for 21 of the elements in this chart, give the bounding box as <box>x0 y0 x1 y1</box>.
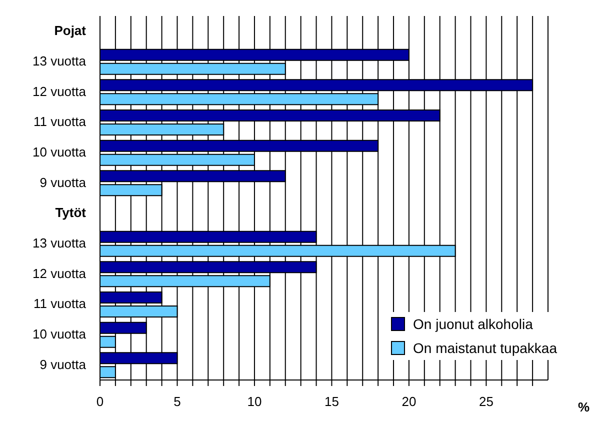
x-tick-label: 15 <box>324 394 339 409</box>
x-axis-title: % <box>578 400 590 415</box>
x-tick-label: 0 <box>96 394 104 409</box>
y-tick-label: 10 vuotta <box>32 144 87 160</box>
y-tick-label: 10 vuotta <box>32 326 87 342</box>
y-tick-label: Pojat <box>54 23 87 38</box>
y-tick-label: 12 vuotta <box>32 84 87 99</box>
y-tick-label: 13 vuotta <box>32 236 87 250</box>
legend-label: On juonut alkoholia <box>413 316 533 332</box>
x-tick-label: 10 <box>247 394 262 409</box>
x-tick-label: 25 <box>478 394 494 409</box>
y-tick-label: 12 vuotta <box>32 266 87 281</box>
y-tick-label: 9 vuotta <box>40 356 87 372</box>
y-tick-label: Tytöt <box>55 205 87 220</box>
x-tick-label: 5 <box>174 394 181 409</box>
y-tick-label: 11 vuotta <box>33 114 87 130</box>
x-tick-label: 20 <box>402 394 416 409</box>
legend-label: On maistanut tupakkaa <box>413 340 557 356</box>
y-tick-label: 13 vuotta <box>32 54 87 68</box>
y-tick-label: 11 vuotta <box>33 296 87 312</box>
y-tick-label: 9 vuotta <box>40 174 87 190</box>
